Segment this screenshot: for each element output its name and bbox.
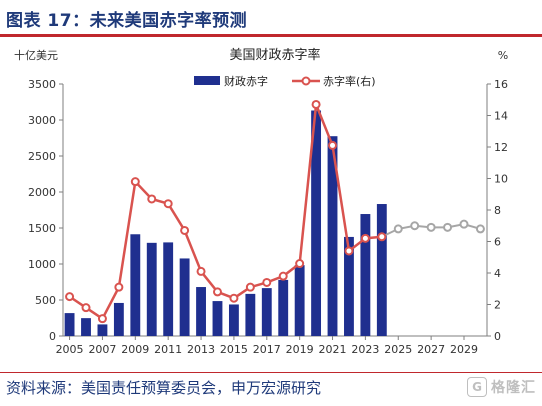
right-tick-label: 10 [494,173,508,186]
deficit-bar [97,324,108,336]
footer-divider [0,372,542,373]
deficit-bar [228,304,239,336]
deficit-rate-point [130,177,140,187]
deficit-rate-point [295,259,305,269]
watermark: G 格隆汇 [467,376,536,398]
x-tick-label: 2009 [121,343,149,356]
watermark-logo-icon: G [467,377,487,397]
chart-title: 美国财政赤字率 [229,47,320,63]
deficit-rate-point [229,293,239,303]
legend-bar-swatch [194,76,220,85]
forecast-point [443,222,453,232]
left-tick-label: 500 [35,294,56,307]
deficit-bar [245,293,256,336]
x-tick-label: 2015 [220,343,248,356]
deficit-bar [212,301,223,336]
left-tick-label: 2000 [28,186,56,199]
deficit-bar [64,313,75,336]
right-tick-label: 8 [494,204,501,217]
legend-line-marker [301,76,311,86]
right-tick-label: 12 [494,141,508,154]
forecast-point [426,222,436,232]
x-tick-label: 2019 [286,343,314,356]
deficit-rate-point [311,99,321,109]
legend-line-label: 赤字率(右) [323,74,376,88]
x-tick-label: 2011 [154,343,182,356]
deficit-bar [196,287,206,336]
x-tick-label: 2007 [88,343,116,356]
figure-header: 图表 17：未来美国赤字率预测 [0,0,542,37]
deficit-rate-point [278,271,288,281]
watermark-text: 格隆汇 [491,380,536,396]
deficit-rate-point [81,303,91,313]
right-tick-label: 2 [494,299,501,312]
x-tick-label: 2023 [351,343,379,356]
deficit-rate-point [212,287,222,297]
x-tick-label: 2021 [319,343,347,356]
deficit-chart: 美国财政赤字率 十亿美元 % 财政赤字 赤字率(右) 0 500 1000 1500 2000 25… [14,47,508,356]
x-tick-label: 2027 [417,343,445,356]
forecast-point [475,224,485,234]
left-tick-label: 0 [49,330,56,343]
deficit-rate-point [147,194,157,204]
left-tick-label: 1000 [28,258,56,271]
forecast-point [410,221,420,231]
deficit-bar [163,242,174,336]
source-note: 资料来源：美国责任预算委员会，申万宏源研究 [6,379,322,397]
deficit-bar [130,234,141,336]
right-tick-label: 16 [494,78,508,91]
right-axis-unit: % [498,49,508,62]
left-tick-label: 1500 [28,222,56,235]
deficit-bar [311,110,322,336]
deficit-rate-point [245,282,255,292]
deficit-rate-point [377,232,387,242]
deficit-rate-point [360,233,370,243]
deficit-rate-point [65,292,75,302]
left-tick-label: 3500 [28,78,56,91]
deficit-rate-point [180,225,190,235]
forecast-point [459,219,469,229]
deficit-rate-point [328,140,338,150]
deficit-rate-point [163,199,173,209]
deficit-bar [81,318,91,336]
deficit-rate-line [68,104,382,321]
figure-title: 图表 17：未来美国赤字率预测 [6,11,248,31]
deficit-rate-point [114,282,124,292]
deficit-rate-point [344,246,354,256]
deficit-bar [360,214,371,336]
legend-bar-label: 财政赤字 [224,74,268,88]
deficit-rate-point [196,266,206,276]
deficit-bar [327,136,338,336]
x-tick-label: 2029 [450,343,478,356]
left-axis-unit: 十亿美元 [14,48,58,62]
deficit-bar [146,242,157,336]
right-tick-label: 6 [494,236,501,249]
deficit-bar [278,279,289,336]
deficit-bar [344,236,354,336]
deficit-bar [113,302,124,336]
forecast-point [393,224,403,234]
x-tick-label: 2005 [56,343,84,356]
right-tick-label: 14 [494,110,508,123]
x-tick-label: 2013 [187,343,215,356]
right-tick-label: 0 [494,330,501,343]
deficit-rate-point [262,277,272,287]
deficit-rate-point [97,314,107,324]
deficit-bar [294,265,305,336]
left-tick-label: 3000 [28,114,56,127]
x-tick-label: 2025 [384,343,412,356]
deficit-bar [261,288,272,336]
deficit-bar [179,258,190,336]
right-tick-label: 4 [494,267,501,280]
deficit-bar [376,204,387,336]
x-tick-label: 2017 [253,343,281,356]
left-tick-label: 2500 [28,150,56,163]
